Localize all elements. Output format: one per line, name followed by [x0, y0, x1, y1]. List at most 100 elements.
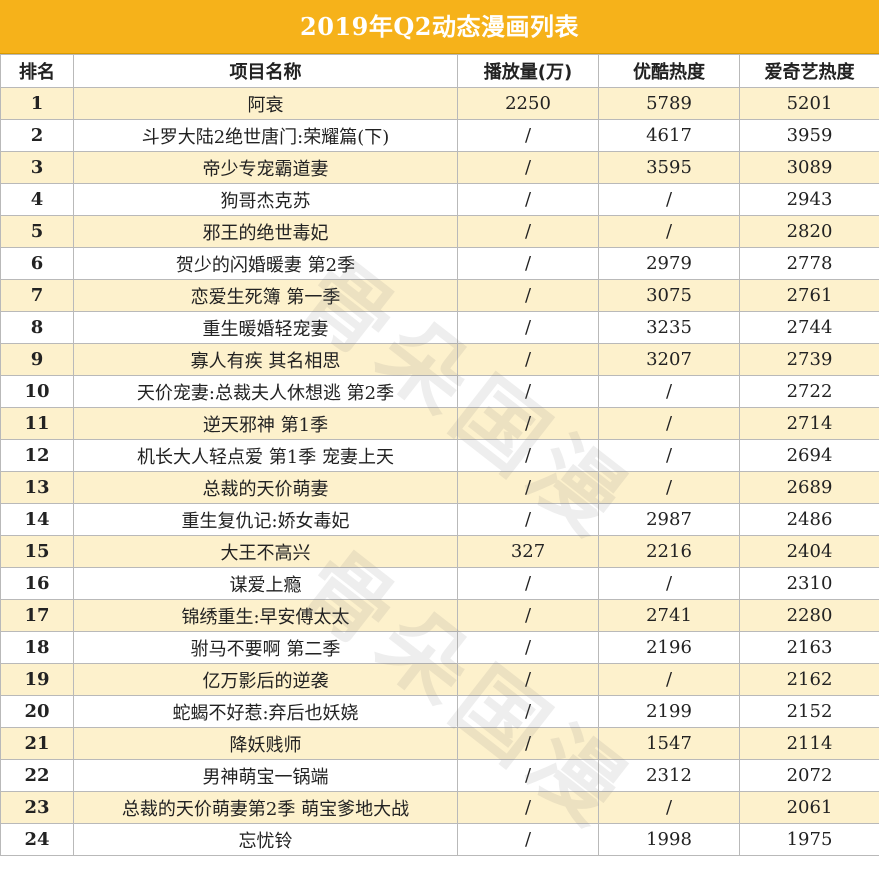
rank-cell: 20 — [1, 696, 74, 728]
rank-cell: 7 — [1, 280, 74, 312]
play-count-cell: / — [458, 760, 599, 792]
header-youku-heat: 优酷热度 — [599, 55, 740, 88]
rank-cell: 9 — [1, 344, 74, 376]
youku-heat-cell: / — [599, 792, 740, 824]
iqiyi-heat-cell: 2061 — [740, 792, 879, 824]
youku-heat-cell: 2741 — [599, 600, 740, 632]
youku-heat-cell: 2979 — [599, 248, 740, 280]
play-count-cell: / — [458, 632, 599, 664]
rank-cell: 2 — [1, 120, 74, 152]
youku-heat-cell: / — [599, 408, 740, 440]
rank-cell: 15 — [1, 536, 74, 568]
play-count-cell: / — [458, 312, 599, 344]
rank-cell: 19 — [1, 664, 74, 696]
rank-cell: 11 — [1, 408, 74, 440]
iqiyi-heat-cell: 2162 — [740, 664, 879, 696]
iqiyi-heat-cell: 2739 — [740, 344, 879, 376]
play-count-cell: / — [458, 184, 599, 216]
play-count-cell: / — [458, 120, 599, 152]
rank-cell: 13 — [1, 472, 74, 504]
project-name-cell: 总裁的天价萌妻第2季 萌宝爹地大战 — [74, 792, 458, 824]
project-name-cell: 亿万影后的逆袭 — [74, 664, 458, 696]
youku-heat-cell: 2312 — [599, 760, 740, 792]
rank-cell: 14 — [1, 504, 74, 536]
play-count-cell: / — [458, 568, 599, 600]
youku-heat-cell: 2199 — [599, 696, 740, 728]
play-count-cell: / — [458, 504, 599, 536]
project-name-cell: 谋爱上瘾 — [74, 568, 458, 600]
iqiyi-heat-cell: 2152 — [740, 696, 879, 728]
rank-cell: 16 — [1, 568, 74, 600]
play-count-cell: / — [458, 600, 599, 632]
iqiyi-heat-cell: 2820 — [740, 216, 879, 248]
rank-cell: 22 — [1, 760, 74, 792]
iqiyi-heat-cell: 3089 — [740, 152, 879, 184]
youku-heat-cell: 2196 — [599, 632, 740, 664]
youku-heat-cell: / — [599, 568, 740, 600]
play-count-cell: / — [458, 344, 599, 376]
iqiyi-heat-cell: 2486 — [740, 504, 879, 536]
project-name-cell: 狗哥杰克苏 — [74, 184, 458, 216]
iqiyi-heat-cell: 3959 — [740, 120, 879, 152]
table-header-row: 排名 项目名称 播放量(万) 优酷热度 爱奇艺热度 — [1, 55, 879, 88]
youku-heat-cell: 3207 — [599, 344, 740, 376]
play-count-cell: / — [458, 376, 599, 408]
youku-heat-cell: 2216 — [599, 536, 740, 568]
youku-heat-cell: 3235 — [599, 312, 740, 344]
iqiyi-heat-cell: 2943 — [740, 184, 879, 216]
page-title: 2019年Q2动态漫画列表 — [0, 0, 879, 54]
youku-heat-cell: 4617 — [599, 120, 740, 152]
youku-heat-cell: / — [599, 376, 740, 408]
project-name-cell: 恋爱生死簿 第一季 — [74, 280, 458, 312]
youku-heat-cell: 2987 — [599, 504, 740, 536]
project-name-cell: 邪王的绝世毒妃 — [74, 216, 458, 248]
iqiyi-heat-cell: 2404 — [740, 536, 879, 568]
play-count-cell: / — [458, 280, 599, 312]
project-name-cell: 重生暖婚轻宠妻 — [74, 312, 458, 344]
iqiyi-heat-cell: 2072 — [740, 760, 879, 792]
project-name-cell: 锦绣重生:早安傅太太 — [74, 600, 458, 632]
rank-cell: 6 — [1, 248, 74, 280]
iqiyi-heat-cell: 2114 — [740, 728, 879, 760]
play-count-cell: / — [458, 792, 599, 824]
play-count-cell: 2250 — [458, 88, 599, 120]
youku-heat-cell: / — [599, 216, 740, 248]
youku-heat-cell: 1547 — [599, 728, 740, 760]
iqiyi-heat-cell: 2163 — [740, 632, 879, 664]
project-name-cell: 逆天邪神 第1季 — [74, 408, 458, 440]
header-project-name: 项目名称 — [74, 55, 458, 88]
rank-cell: 17 — [1, 600, 74, 632]
rank-cell: 18 — [1, 632, 74, 664]
play-count-cell: / — [458, 216, 599, 248]
project-name-cell: 男神萌宝一锅端 — [74, 760, 458, 792]
youku-heat-cell: / — [599, 440, 740, 472]
header-rank: 排名 — [1, 55, 74, 88]
project-name-cell: 帝少专宠霸道妻 — [74, 152, 458, 184]
rank-cell: 23 — [1, 792, 74, 824]
youku-heat-cell: 5789 — [599, 88, 740, 120]
play-count-cell: / — [458, 408, 599, 440]
iqiyi-heat-cell: 2694 — [740, 440, 879, 472]
iqiyi-heat-cell: 2761 — [740, 280, 879, 312]
iqiyi-heat-cell: 1975 — [740, 824, 879, 856]
play-count-cell: / — [458, 152, 599, 184]
